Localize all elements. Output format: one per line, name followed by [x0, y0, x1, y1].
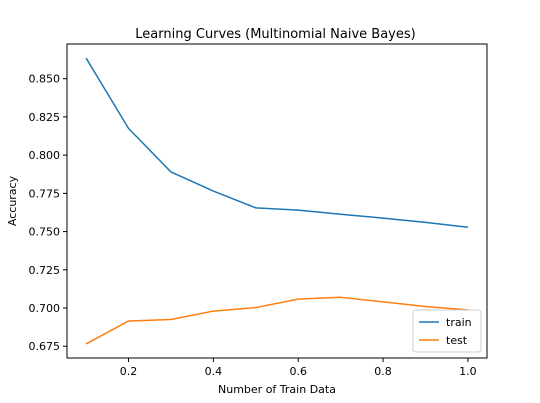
y-axis-label: Accuracy: [6, 175, 19, 226]
x-tick-label: 0.4: [205, 365, 223, 378]
y-tick-label: 0.750: [29, 226, 61, 239]
y-tick-label: 0.775: [29, 187, 61, 200]
plot-area-frame: [66, 43, 488, 359]
x-tick-label: 1.0: [459, 365, 477, 378]
y-tick-label: 0.675: [29, 340, 61, 353]
legend-label-test: test: [446, 334, 468, 347]
y-tick-label: 0.800: [29, 149, 61, 162]
legend-box: [412, 309, 482, 353]
legend-label-train: train: [446, 316, 472, 329]
y-tick-label: 0.850: [29, 73, 61, 86]
chart-legend: train test: [412, 309, 482, 353]
series-line-test: [85, 296, 468, 345]
y-tick-label: 0.725: [29, 264, 61, 277]
y-tick-label: 0.700: [29, 302, 61, 315]
x-axis-ticks: 0.2 0.4 0.6 0.8 1.0: [120, 358, 477, 378]
y-tick-label: 0.825: [29, 111, 61, 124]
series-line-train: [85, 57, 468, 229]
x-tick-label: 0.8: [374, 365, 392, 378]
chart-title: Learning Curves (Multinomial Naive Bayes…: [135, 27, 415, 42]
x-tick-label: 0.6: [289, 365, 307, 378]
x-axis-label: Number of Train Data: [218, 383, 336, 396]
y-axis-ticks: 0.675 0.700 0.725 0.750 0.775 0.800 0.825 0.850: [29, 73, 67, 353]
x-tick-label: 0.2: [120, 365, 138, 378]
